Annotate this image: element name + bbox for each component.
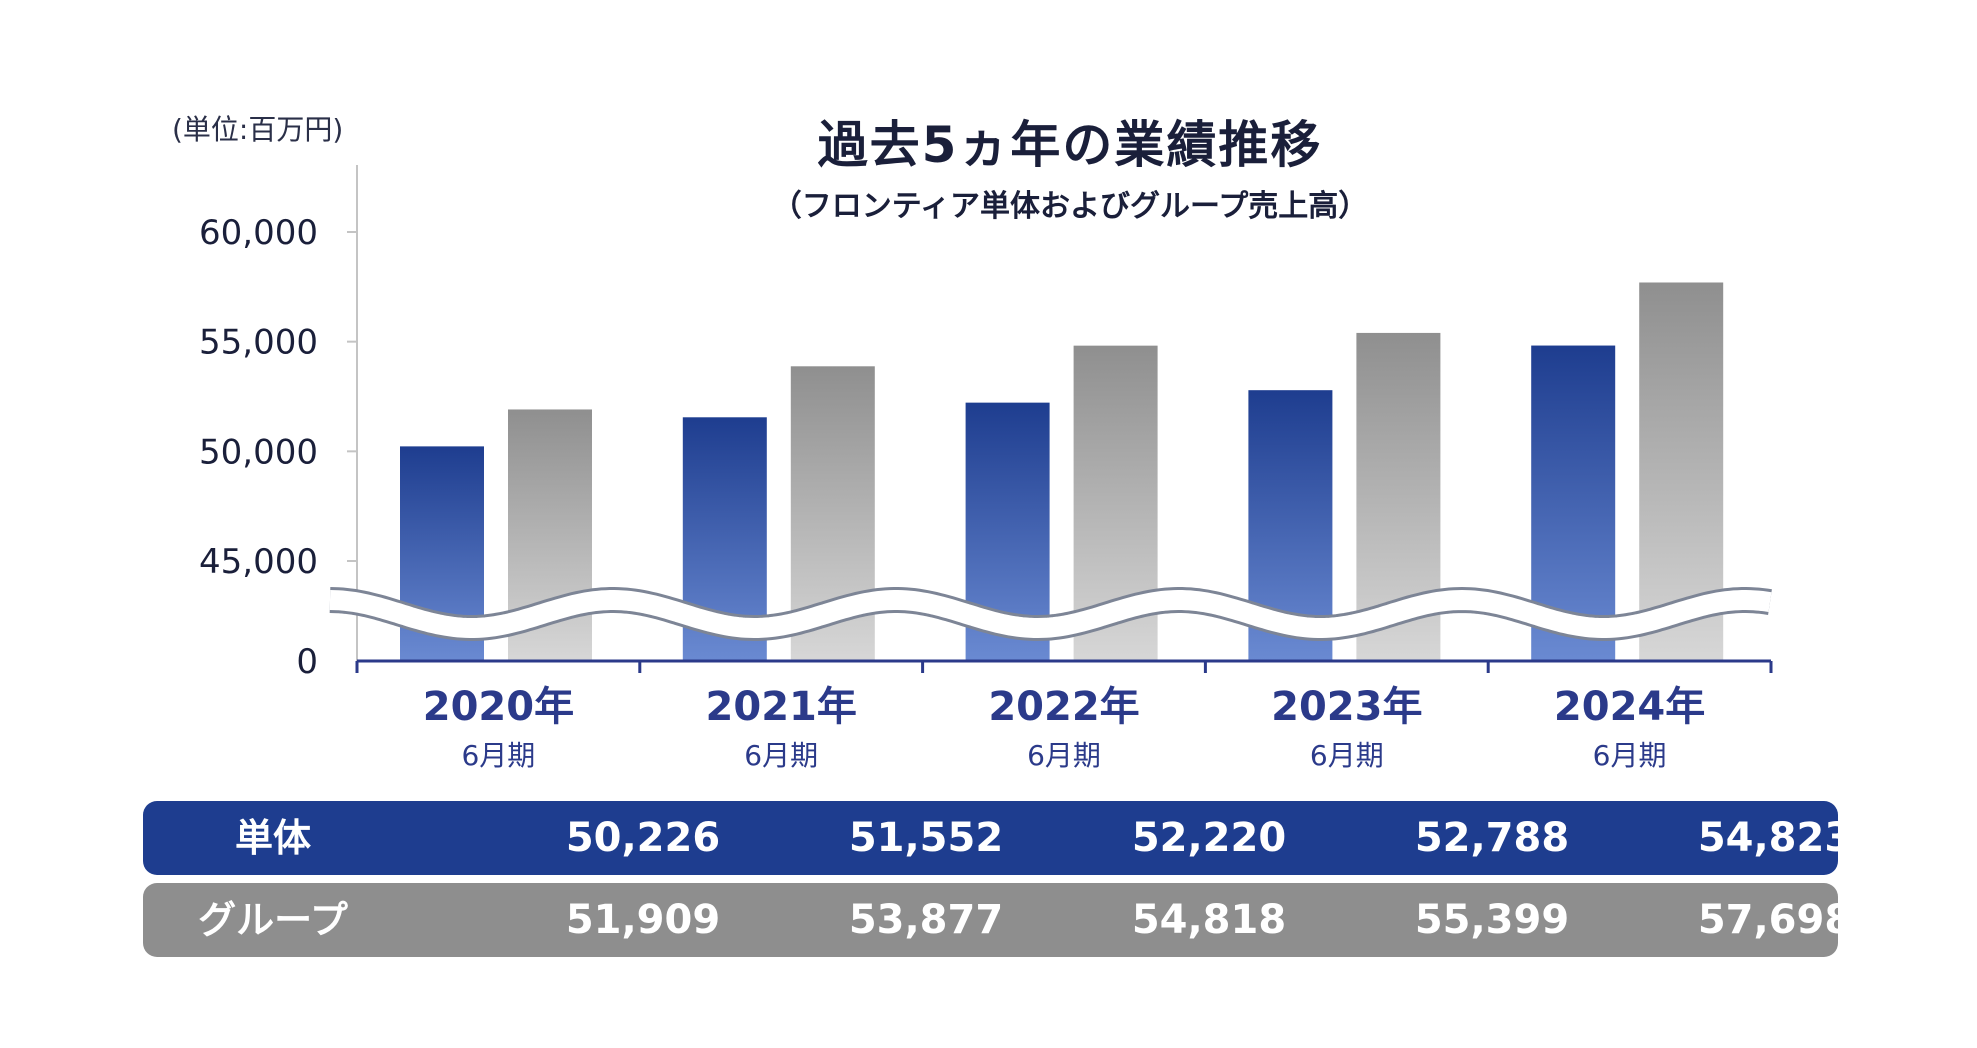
x-category-label: 2023年 [1271,684,1422,730]
x-category-label: 2021年 [706,684,857,730]
x-category-label: 2024年 [1554,684,1705,730]
data-row-group: グループ 51,909 53,877 54,818 55,399 57,698 [143,883,1852,957]
y-tick-label: 55,000 [199,323,318,363]
row-label-single: 単体 [234,816,311,860]
cell-single-2023: 52,788 [1414,815,1570,861]
axis-break-wave [329,589,1772,638]
cell-single-2024: 54,823 [1697,815,1853,861]
cell-single-2022: 52,220 [1131,815,1287,861]
cell-single-2020: 50,226 [565,815,721,861]
x-category-sublabel: 6月期 [744,739,818,772]
cell-single-2021: 51,552 [848,815,1004,861]
x-category-sublabel: 6月期 [461,739,535,772]
cell-group-2020: 51,909 [565,897,721,943]
x-category-label: 2020年 [423,684,574,730]
x-category-sublabel: 6月期 [1027,739,1101,772]
y-tick-label: 0 [296,642,318,682]
y-tick-label: 60,000 [199,213,318,253]
bar-chart: 0 45,000 50,000 55,000 60,000 2020年 6月期 2021年 6月… [199,165,1773,772]
cell-group-2021: 53,877 [848,897,1004,943]
row-label-group: グループ [198,898,348,942]
y-tick-label: 50,000 [199,432,318,472]
x-category-sublabel: 6月期 [1310,739,1384,772]
data-row-single: 単体 50,226 51,552 52,220 52,788 54,823 [143,801,1852,875]
cell-group-2022: 54,818 [1131,897,1287,943]
unit-label: (単位:百万円) [172,113,344,146]
x-category-sublabel: 6月期 [1593,739,1667,772]
cell-group-2023: 55,399 [1414,897,1570,943]
x-category-label: 2022年 [988,684,1139,730]
y-tick-label: 45,000 [199,542,318,582]
cell-group-2024: 57,698 [1697,897,1853,943]
chart-title: 過去5ヵ年の業績推移 [817,116,1323,174]
chart-subtitle: （フロンティア単体およびグループ売上高） [771,189,1369,224]
